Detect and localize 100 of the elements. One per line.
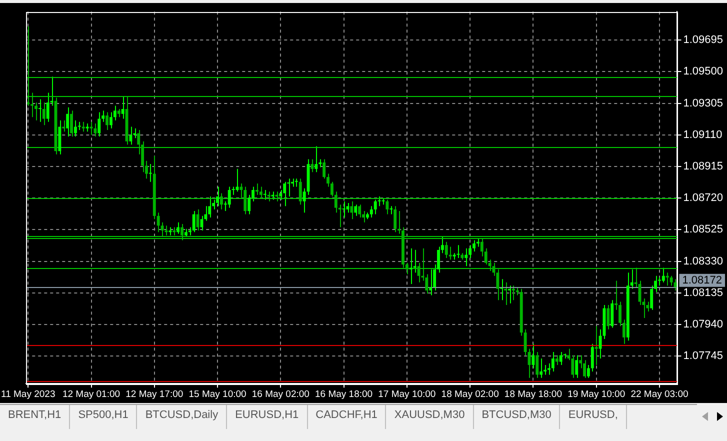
candlestick [275, 191, 278, 202]
y-tick-label: 1.09500 [683, 66, 724, 78]
candlestick [208, 196, 212, 218]
candlestick [314, 146, 318, 173]
candlestick [354, 204, 358, 216]
candlestick [94, 123, 97, 138]
candlestick [429, 268, 432, 296]
x-tick-label: 18 May 02:00 [441, 388, 499, 400]
y-tick-label: 1.07745 [683, 350, 724, 362]
candlestick [176, 222, 180, 234]
candlestick [148, 164, 152, 182]
candlestick [575, 354, 578, 378]
text: EURUSD,H1 [227, 405, 308, 429]
candlestick [244, 186, 247, 215]
candlestick [216, 186, 220, 207]
candlestick [38, 98, 42, 122]
candlestick [504, 282, 508, 306]
candlestick [66, 106, 70, 138]
candlestick [236, 168, 239, 192]
candlestick [409, 248, 412, 284]
candlestick [374, 199, 377, 215]
candlestick [346, 202, 350, 214]
candlestick [298, 178, 302, 206]
candlestick [666, 272, 669, 286]
candlestick [82, 121, 85, 132]
y-tick-label: 1.08525 [683, 224, 724, 236]
text: BTCUSD,M30 [474, 405, 560, 429]
x-tick-label: 12 May 17:00 [126, 388, 184, 400]
candlestick [180, 224, 184, 241]
candlestick [302, 188, 306, 214]
candlestick [555, 354, 558, 366]
candlestick [256, 183, 258, 196]
candlestick [370, 206, 373, 218]
candlestick [232, 186, 235, 196]
y-tick-label: 1.08135 [683, 286, 724, 299]
x-tick-label: 11 May 2023 [1, 388, 56, 400]
candlestick [394, 206, 397, 233]
y-tick-label: 1.08720 [683, 192, 724, 204]
candlestick [532, 343, 535, 369]
candlestick [540, 358, 543, 378]
candlestick [551, 352, 554, 372]
candlestick [464, 248, 468, 267]
ref-line-label: 1.08172 [682, 274, 722, 286]
x-tick-label: 16 May 02:00 [252, 388, 310, 400]
candlestick [610, 300, 614, 328]
candlestick [62, 120, 66, 132]
candlestick [129, 126, 132, 146]
candlestick [390, 206, 393, 215]
x-tick-label: 16 May 18:00 [315, 388, 373, 400]
candlestick [606, 304, 610, 330]
candlestick [121, 96, 124, 120]
y-tick-label: 1.09305 [683, 97, 724, 110]
candlestick [417, 262, 420, 283]
x-tick-label: 18 May 18:00 [504, 388, 562, 400]
candlestick [160, 222, 164, 238]
candlestick [228, 186, 231, 208]
candlestick [662, 267, 665, 283]
candlestick [670, 275, 673, 286]
text: EURUSD, [560, 405, 627, 429]
text: XAUUSD,M30 [386, 405, 474, 429]
candlestick [164, 225, 168, 236]
x-tick-label: 19 May 10:00 [568, 388, 626, 400]
candlestick [524, 328, 527, 356]
candlestick [259, 186, 262, 199]
candlestick [548, 362, 550, 376]
x-tick-label: 12 May 01:00 [62, 388, 120, 400]
candlestick [448, 246, 452, 260]
candlestick [156, 212, 160, 233]
candlestick [196, 208, 200, 231]
candlestick [322, 158, 326, 180]
candlestick [106, 112, 109, 131]
candlestick [42, 102, 46, 126]
candlestick [74, 120, 77, 138]
candlestick [283, 181, 286, 207]
candlestick [586, 364, 590, 378]
candlestick [70, 110, 74, 138]
x-tick-label: 22 May 03:00 [630, 388, 688, 400]
y-tick-label: 1.08915 [683, 160, 724, 173]
candlestick [192, 210, 196, 233]
x-tick-label: 17 May 10:00 [378, 388, 436, 400]
candlestick [386, 199, 389, 215]
text: BTCUSD,Daily [137, 405, 228, 429]
candlestick [358, 204, 362, 218]
candlestick [500, 278, 504, 301]
text: CADCHF,H1 [308, 405, 386, 429]
candlestick [536, 352, 539, 378]
candlestick [263, 189, 266, 200]
candlestick [598, 328, 602, 359]
candlestick [98, 112, 101, 138]
y-tick-label: 1.08330 [683, 255, 724, 268]
candlestick [378, 196, 381, 207]
candlestick [248, 194, 251, 215]
candlestick [46, 92, 50, 122]
candlestick [444, 241, 448, 259]
text: SP500,H1 [70, 405, 138, 429]
candlestick [110, 112, 112, 129]
candlestick [590, 343, 594, 372]
candlestick [220, 192, 223, 210]
x-tick-label: 15 May 10:00 [188, 388, 246, 400]
text: BRENT,H1 [0, 405, 70, 429]
